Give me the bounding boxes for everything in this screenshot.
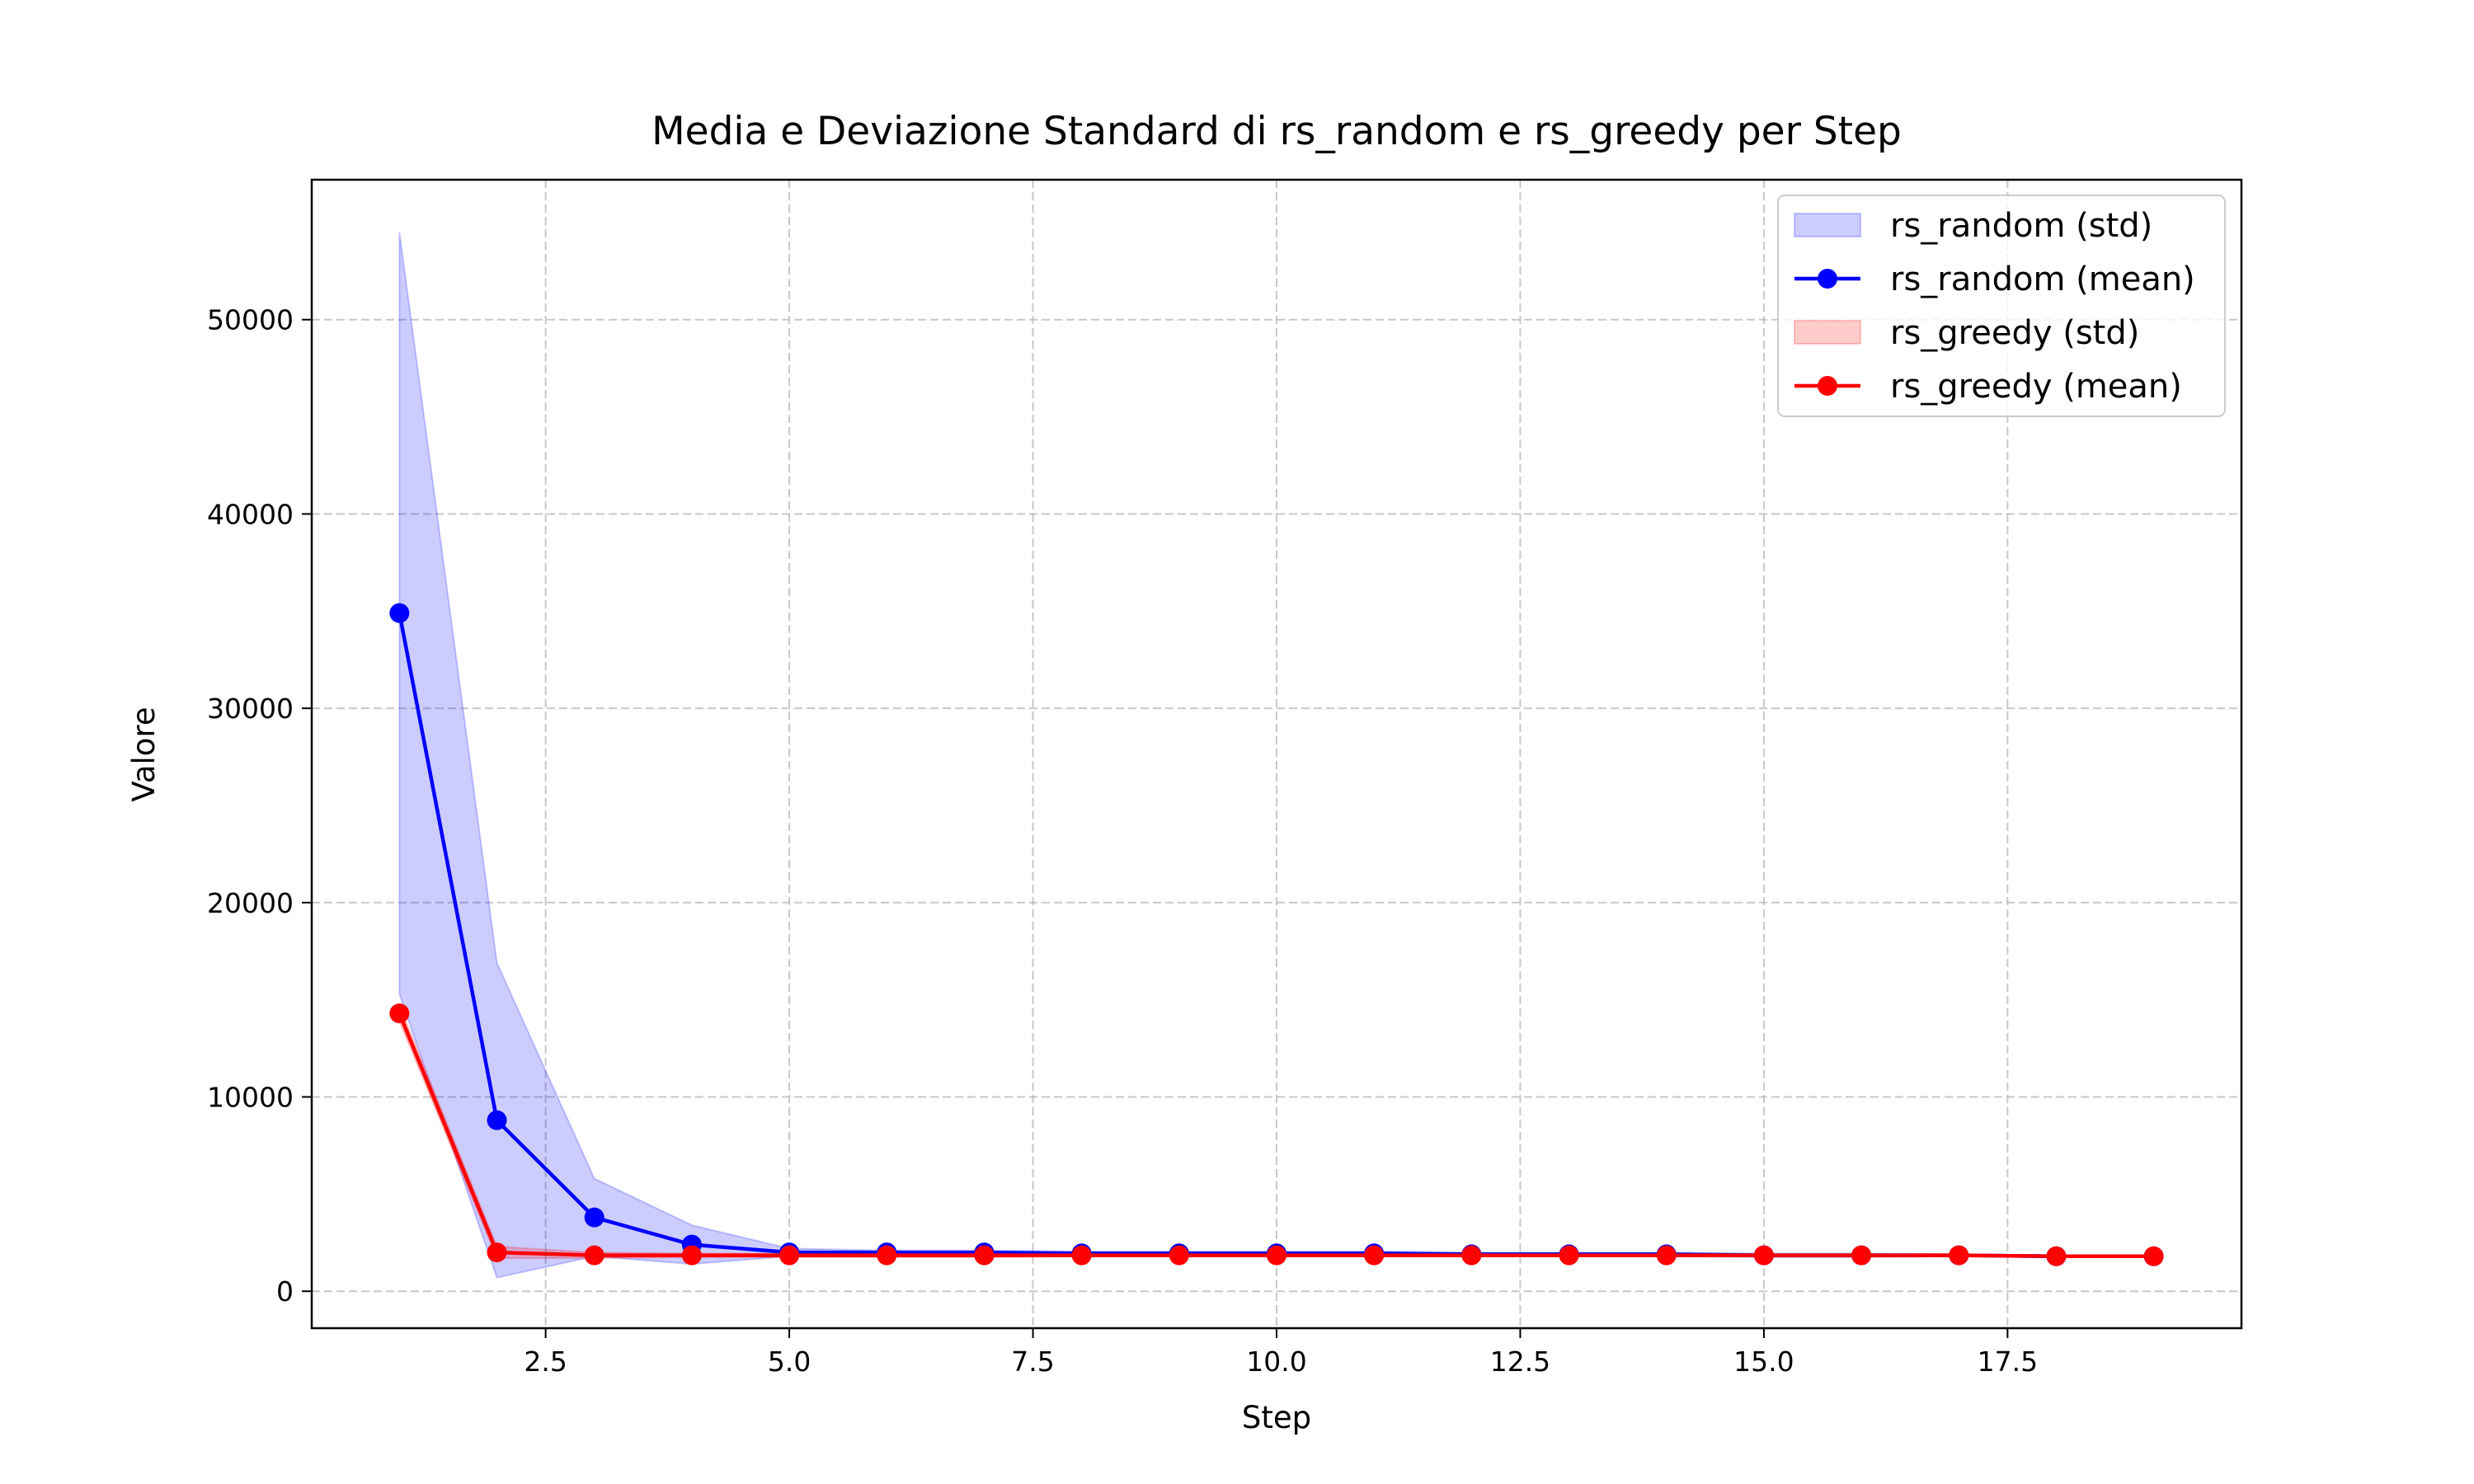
x-tick-label: 12.5 [1490,1345,1550,1378]
data-point [389,603,410,623]
data-point [1364,1245,1385,1266]
legend-band-swatch [1794,320,1861,345]
legend-label: rs_greedy (std) [1890,314,2139,352]
data-point [1267,1245,1286,1266]
data-point [1851,1245,1872,1266]
data-point [487,1110,507,1130]
y-tick-label: 50000 [207,304,294,336]
data-point [584,1245,604,1266]
data-point [487,1242,507,1263]
x-tick-label: 5.0 [768,1345,811,1378]
x-tick-label: 2.5 [524,1345,567,1378]
legend-marker [1818,269,1837,289]
data-point [584,1207,604,1228]
y-tick-label: 10000 [207,1082,294,1114]
data-point [779,1245,800,1266]
data-point [1559,1245,1579,1266]
data-point [877,1245,897,1266]
x-tick-label: 7.5 [1011,1345,1054,1378]
legend-marker [1818,376,1837,396]
data-point [1071,1245,1092,1266]
data-point [1753,1245,1774,1266]
data-point [681,1245,702,1266]
data-point [1169,1245,1189,1266]
data-point [974,1245,995,1266]
legend-band-swatch [1794,213,1861,237]
legend-label: rs_greedy (mean) [1890,368,2182,406]
data-point [389,1003,410,1024]
y-tick-label: 40000 [207,498,294,530]
data-point [1656,1245,1677,1266]
legend: rs_random (std) rs_random (mean) rs_greedy… [1777,195,2226,417]
legend-label: rs_random (std) [1890,207,2152,245]
series-lines [389,603,2164,1266]
x-axis-label: Step [1242,1400,1311,1435]
y-axis-label: Valore [126,707,162,801]
x-tick-label: 15.0 [1733,1345,1794,1378]
legend-label: rs_random (mean) [1890,261,2195,298]
y-tick-label: 0 [276,1275,294,1308]
data-point [2143,1246,2164,1266]
data-point [2046,1246,2067,1266]
x-tick-label: 17.5 [1978,1345,2038,1378]
legend-box [1777,195,2226,417]
y-tick-label: 20000 [207,887,294,919]
y-axis-ticks: 0 10000 20000 30000 40000 50000 [207,304,312,1308]
grid [312,180,2241,1328]
x-axis-ticks: 2.5 5.0 7.5 10.0 12.5 15.0 17.5 [524,1328,2038,1378]
data-point [1949,1245,1969,1266]
chart-title: Media e Deviazione Standard di rs_random… [651,109,1902,154]
data-point [1461,1245,1482,1266]
y-tick-label: 30000 [207,693,294,725]
x-tick-label: 10.0 [1246,1345,1306,1378]
